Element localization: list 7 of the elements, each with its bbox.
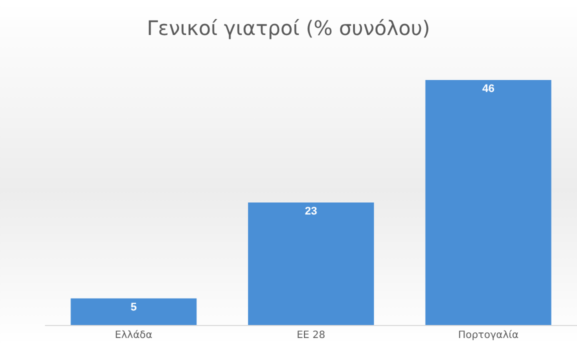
x-tick-label: Ελλάδα bbox=[114, 330, 153, 341]
x-tick-label: Πορτογαλία bbox=[458, 330, 519, 341]
x-tick-label: ΕΕ 28 bbox=[296, 330, 326, 341]
data-label: 5 bbox=[130, 301, 137, 314]
data-label: 23 bbox=[304, 206, 318, 218]
chart-title: Γενικοί γιατροί (% συνόλου) bbox=[146, 16, 430, 40]
data-label: 46 bbox=[482, 83, 494, 95]
